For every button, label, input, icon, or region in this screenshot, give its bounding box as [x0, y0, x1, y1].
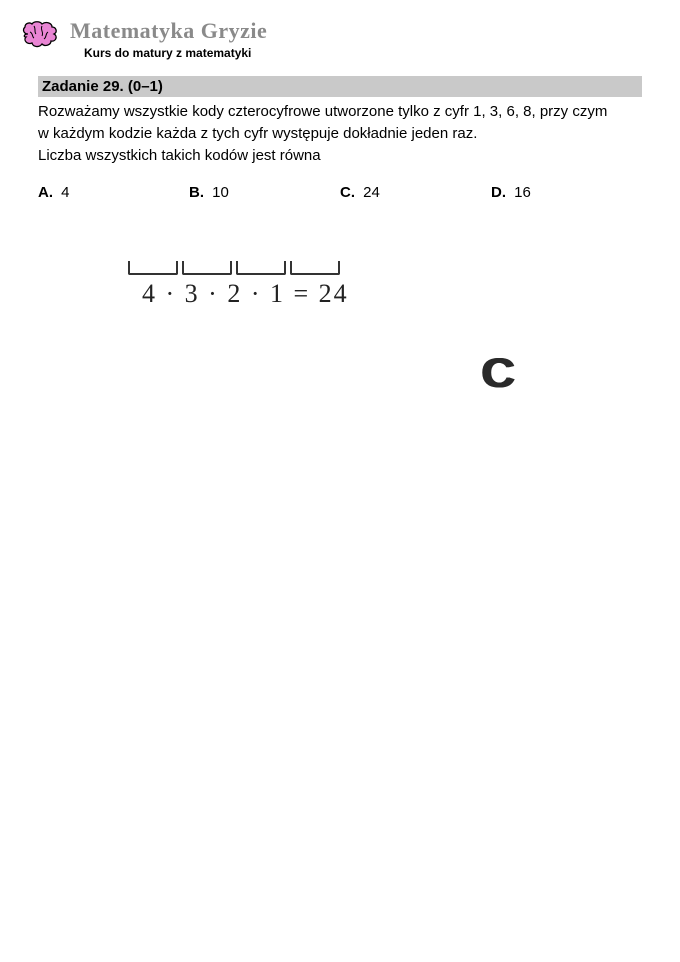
- option-c-letter: C.: [340, 184, 355, 201]
- task-heading-bar: Zadanie 29. (0–1): [38, 76, 642, 97]
- task-line-3: Liczba wszystkich takich kodów jest równ…: [38, 145, 642, 167]
- task-line-2: w każdym kodzie każda z tych cyfr występ…: [38, 123, 642, 145]
- position-brackets: [128, 261, 340, 275]
- option-b-letter: B.: [189, 184, 204, 201]
- option-d-value: 16: [514, 184, 531, 201]
- brain-icon: [20, 20, 60, 52]
- handwritten-answer: C: [481, 349, 514, 397]
- option-a: A. 4: [38, 184, 189, 201]
- bracket-icon: [290, 261, 340, 275]
- bracket-icon: [128, 261, 178, 275]
- task-body: Rozważamy wszystkie kody czterocyfrowe u…: [38, 101, 642, 166]
- header-text: Matematyka Gryzie Kurs do matury z matem…: [70, 18, 267, 60]
- option-b-value: 10: [212, 184, 229, 201]
- option-a-letter: A.: [38, 184, 53, 201]
- page-header: Matematyka Gryzie Kurs do matury z matem…: [0, 0, 680, 68]
- site-subtitle: Kurs do matury z matematyki: [84, 46, 267, 60]
- site-title: Matematyka Gryzie: [70, 18, 267, 44]
- option-d: D. 16: [491, 184, 642, 201]
- task-line-1: Rozważamy wszystkie kody czterocyfrowe u…: [38, 101, 642, 123]
- bracket-icon: [182, 261, 232, 275]
- option-d-letter: D.: [491, 184, 506, 201]
- answer-options: A. 4 B. 10 C. 24 D. 16: [38, 184, 642, 201]
- option-c: C. 24: [340, 184, 491, 201]
- handwritten-calculation: 4 · 3 · 2 · 1 = 24: [142, 279, 349, 309]
- handwritten-work-area: 4 · 3 · 2 · 1 = 24 C: [38, 261, 642, 461]
- option-b: B. 10: [189, 184, 340, 201]
- option-c-value: 24: [363, 184, 380, 201]
- bracket-icon: [236, 261, 286, 275]
- option-a-value: 4: [61, 184, 69, 201]
